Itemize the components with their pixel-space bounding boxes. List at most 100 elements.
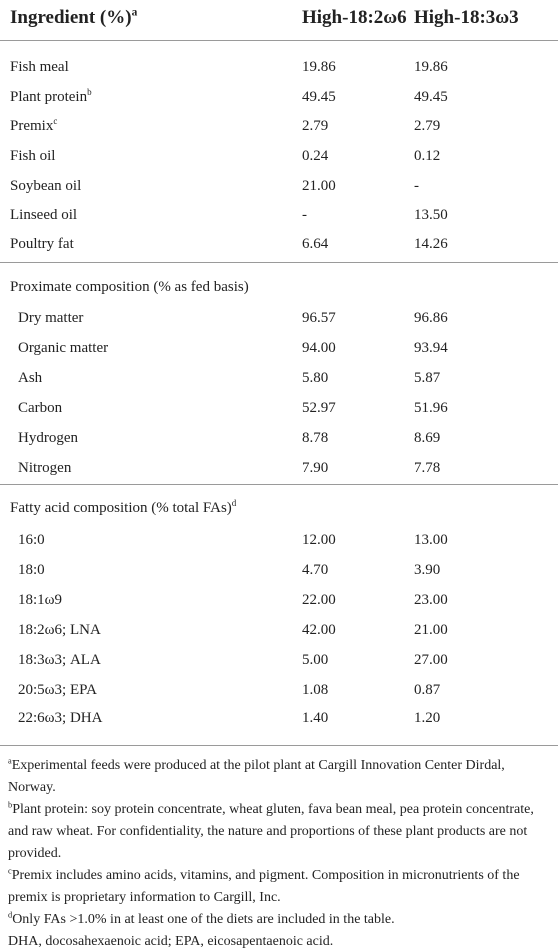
row-label: Fish oil	[10, 146, 55, 166]
value-cell: 14.26	[414, 234, 448, 254]
value: 23.00	[414, 592, 448, 608]
value: 42.00	[302, 622, 336, 638]
label-text: Dry matter	[18, 310, 84, 326]
label-text: 18:0	[18, 562, 45, 578]
label-text: 18:1ω9	[18, 592, 63, 608]
rule	[0, 484, 558, 485]
header-text: Ingredient (%)	[10, 7, 132, 28]
note-mark: d	[231, 498, 237, 508]
value: -	[414, 178, 419, 194]
note-mark: d	[8, 910, 13, 920]
value-cell: 5.87	[414, 368, 440, 388]
value: 21.00	[414, 622, 448, 638]
value-cell: 21.00	[302, 176, 336, 196]
value-cell: 7.90	[302, 458, 328, 478]
value: 3.90	[414, 562, 441, 578]
value: 27.00	[414, 652, 448, 668]
section-title: Proximate composition (% as fed basis)	[10, 277, 249, 297]
row-label: Organic matter	[18, 338, 108, 358]
value: 1.40	[302, 710, 329, 726]
section-title-text: Proximate composition (% as fed basis)	[10, 279, 249, 295]
value-cell: -	[302, 205, 307, 225]
header-text: High-18:2ω6	[302, 7, 407, 28]
value: 4.70	[302, 562, 329, 578]
section-title: Fatty acid composition (% total FAs)d	[10, 498, 236, 518]
rule	[0, 262, 558, 263]
value-cell: 13.00	[414, 530, 448, 550]
label-text: 16:0	[18, 532, 45, 548]
value-cell: 49.45	[414, 87, 448, 107]
value-cell: 0.12	[414, 146, 440, 166]
footnote: dOnly FAs >1.0% in at least one of the d…	[8, 909, 548, 931]
note-mark: c	[8, 866, 12, 876]
row-label: 18:2ω6; LNA	[18, 620, 101, 640]
value-cell: 1.40	[302, 708, 328, 728]
header-cell: High-18:3ω3	[414, 8, 519, 28]
value: 0.24	[302, 148, 329, 164]
row-label: 22:6ω3; DHA	[18, 708, 102, 728]
value-cell: 2.79	[414, 116, 440, 136]
value: 94.00	[302, 340, 336, 356]
value-cell: 5.80	[302, 368, 328, 388]
value: 13.00	[414, 532, 448, 548]
section-title-text: Fatty acid composition (% total FAs)	[10, 500, 232, 516]
rule	[0, 745, 558, 746]
label-text: Fish oil	[10, 148, 56, 164]
value-cell: 51.96	[414, 398, 448, 418]
value: 22.00	[302, 592, 336, 608]
note-mark: a	[131, 6, 138, 19]
row-label: Fish meal	[10, 57, 69, 77]
value-cell: 8.78	[302, 428, 328, 448]
value-cell: 7.78	[414, 458, 440, 478]
rule	[0, 40, 558, 41]
value-cell: 22.00	[302, 590, 336, 610]
value-cell: 19.86	[302, 57, 336, 77]
value-cell: 4.70	[302, 560, 328, 580]
value: 96.57	[302, 310, 336, 326]
row-label: 18:3ω3; ALA	[18, 650, 101, 670]
value: 0.87	[414, 682, 441, 698]
value-cell: 96.57	[302, 308, 336, 328]
row-label: Premixc	[10, 116, 57, 136]
footnote-text: Only FAs >1.0% in at least one of the di…	[12, 912, 395, 927]
value: 13.50	[414, 207, 448, 223]
row-label: 20:5ω3; EPA	[18, 680, 97, 700]
value-cell: 42.00	[302, 620, 336, 640]
row-label: Plant proteinb	[10, 87, 92, 107]
label-text: Poultry fat	[10, 236, 74, 252]
value: 1.08	[302, 682, 329, 698]
label-text: Linseed oil	[10, 207, 78, 223]
label-text: Hydrogen	[18, 430, 78, 446]
row-label: Nitrogen	[18, 458, 71, 478]
value-cell: 12.00	[302, 530, 336, 550]
value-cell: 0.87	[414, 680, 440, 700]
value-cell: 96.86	[414, 308, 448, 328]
row-label: Linseed oil	[10, 205, 77, 225]
value-cell: 1.08	[302, 680, 328, 700]
footnote-text: Premix includes amino acids, vitamins, a…	[8, 868, 520, 905]
value: 49.45	[302, 89, 336, 105]
label-text: Premix	[10, 118, 54, 134]
row-label: Hydrogen	[18, 428, 78, 448]
label-text: Organic matter	[18, 340, 109, 356]
row-label: 16:0	[18, 530, 45, 550]
footnote-text: DHA, docosahexaenoic acid; EPA, eicosape…	[8, 934, 334, 948]
footnote-text: Experimental feeds were produced at the …	[8, 758, 505, 795]
value: 1.20	[414, 710, 441, 726]
value-cell: 94.00	[302, 338, 336, 358]
value: 93.94	[414, 340, 448, 356]
row-label: 18:1ω9	[18, 590, 62, 610]
value: 6.64	[302, 236, 329, 252]
value-cell: 13.50	[414, 205, 448, 225]
row-label: Ash	[18, 368, 42, 388]
value: 5.80	[302, 370, 329, 386]
value: 7.90	[302, 460, 329, 476]
value: 12.00	[302, 532, 336, 548]
value-cell: 19.86	[414, 57, 448, 77]
value-cell: 49.45	[302, 87, 336, 107]
value-cell: 23.00	[414, 590, 448, 610]
value: 52.97	[302, 400, 336, 416]
footnote: DHA, docosahexaenoic acid; EPA, eicosape…	[8, 931, 548, 948]
value: 7.78	[414, 460, 441, 476]
value-cell: 0.24	[302, 146, 328, 166]
